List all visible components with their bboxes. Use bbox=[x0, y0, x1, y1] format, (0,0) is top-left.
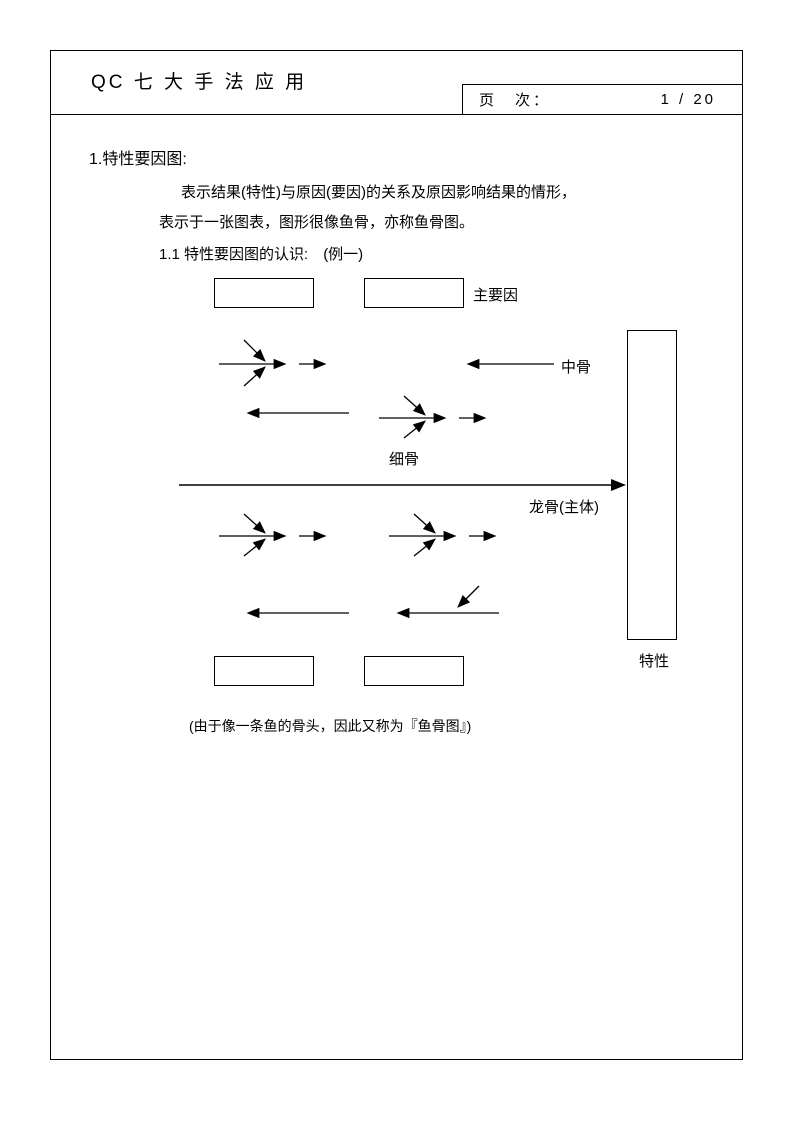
page-value: 1 / 20 bbox=[660, 91, 716, 108]
header-right-blank bbox=[462, 51, 742, 84]
cause-box-bottom-1 bbox=[214, 656, 314, 686]
label-spine: 龙骨(主体) bbox=[529, 496, 599, 517]
section-desc-2: 表示于一张图表，图形很像鱼骨，亦称鱼骨图。 bbox=[159, 209, 704, 237]
section-title: 1.特性要因图: bbox=[89, 145, 704, 169]
label-characteristic: 特性 bbox=[639, 650, 669, 671]
header-row: QC 七 大 手 法 应 用 页 次： 1 / 20 bbox=[51, 51, 742, 115]
section-desc-1: 表示结果(特性)与原因(要因)的关系及原因影响结果的情形， bbox=[181, 179, 704, 207]
diagram-footnote: (由于像一条鱼的骨头，因此又称为『鱼骨图』) bbox=[189, 716, 704, 736]
cause-box-top-1 bbox=[214, 278, 314, 308]
label-main-cause: 主要因 bbox=[473, 284, 518, 305]
header-right: 页 次： 1 / 20 bbox=[462, 51, 742, 114]
cause-box-top-2 bbox=[364, 278, 464, 308]
diagram-svg bbox=[149, 278, 709, 708]
label-mid-bone: 中骨 bbox=[561, 356, 591, 377]
label-fine-bone: 细骨 bbox=[389, 448, 419, 469]
content-area: 1.特性要因图: 表示结果(特性)与原因(要因)的关系及原因影响结果的情形， 表… bbox=[51, 115, 742, 736]
fishbone-diagram: 主要因 中骨 细骨 龙骨(主体) 特性 bbox=[149, 278, 709, 708]
page-indicator: 页 次： 1 / 20 bbox=[462, 84, 742, 114]
page-frame: QC 七 大 手 法 应 用 页 次： 1 / 20 1.特性要因图: 表示结果… bbox=[50, 50, 743, 1060]
desc1-text: 表示结果(特性)与原因(要因)的关系及原因影响结果的情形， bbox=[181, 184, 576, 201]
document-title: QC 七 大 手 法 应 用 bbox=[51, 51, 462, 114]
subsection-title: 1.1 特性要因图的认识: (例一) bbox=[159, 243, 704, 264]
characteristic-box bbox=[627, 330, 677, 640]
cause-box-bottom-2 bbox=[364, 656, 464, 686]
page-label: 页 次： bbox=[479, 89, 551, 110]
